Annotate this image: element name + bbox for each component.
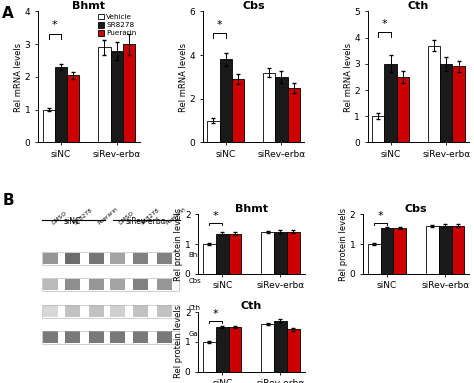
Bar — [67, 75, 79, 142]
Y-axis label: Rel mRNA levels: Rel mRNA levels — [179, 43, 188, 111]
Bar — [43, 110, 55, 142]
Text: Cth: Cth — [189, 305, 201, 311]
Bar — [232, 79, 244, 142]
Bar — [65, 331, 80, 343]
Bar — [42, 278, 179, 291]
Text: *: * — [382, 18, 387, 28]
Bar — [393, 228, 406, 274]
Text: SR8278: SR8278 — [140, 208, 161, 226]
Bar — [110, 305, 125, 317]
Text: *: * — [213, 211, 219, 221]
Bar — [261, 232, 274, 274]
Bar — [397, 77, 409, 142]
Bar — [287, 232, 300, 274]
Bar — [440, 64, 452, 142]
Bar — [274, 321, 287, 372]
Title: Bhmt: Bhmt — [73, 1, 105, 11]
Text: siRev-erbα: siRev-erbα — [126, 217, 166, 226]
Bar — [133, 331, 147, 343]
Title: Cbs: Cbs — [405, 204, 428, 214]
Y-axis label: Rel mRNA levels: Rel mRNA levels — [344, 43, 353, 111]
Bar — [42, 331, 179, 344]
Bar — [110, 278, 125, 290]
Bar — [263, 73, 275, 142]
Y-axis label: Rel protein levels: Rel protein levels — [339, 208, 348, 281]
Bar — [89, 252, 104, 264]
Bar — [428, 46, 440, 142]
Text: A: A — [2, 6, 14, 21]
Bar — [381, 228, 393, 274]
Title: Bhmt: Bhmt — [235, 204, 268, 214]
Text: Gapdh: Gapdh — [189, 331, 211, 337]
Bar — [123, 44, 135, 142]
Bar — [89, 278, 104, 290]
Bar — [110, 331, 125, 343]
Text: DMSO: DMSO — [51, 211, 68, 226]
Bar — [228, 327, 241, 372]
Bar — [203, 342, 216, 372]
Bar — [275, 77, 288, 142]
Bar — [156, 331, 172, 343]
Bar — [216, 234, 228, 274]
Text: Puerarin: Puerarin — [97, 206, 119, 226]
Bar — [216, 327, 228, 372]
Bar — [133, 305, 147, 317]
Bar — [156, 252, 172, 264]
Bar — [43, 252, 58, 264]
Title: Cbs: Cbs — [242, 1, 265, 11]
Bar — [65, 252, 80, 264]
Text: *: * — [52, 20, 58, 31]
Bar — [42, 305, 179, 318]
Bar — [368, 244, 381, 274]
Bar — [43, 331, 58, 343]
Bar — [156, 278, 172, 290]
Bar — [110, 252, 125, 264]
Bar — [372, 116, 384, 142]
Bar — [203, 244, 216, 274]
Bar — [426, 226, 439, 274]
Text: *: * — [213, 309, 219, 319]
Bar — [65, 278, 80, 290]
Text: SR8278: SR8278 — [73, 208, 94, 226]
Bar — [288, 88, 300, 142]
Text: *: * — [378, 211, 383, 221]
Bar — [261, 324, 274, 372]
Bar — [55, 67, 67, 142]
Y-axis label: Rel protein levels: Rel protein levels — [174, 305, 183, 378]
Text: siNC: siNC — [64, 217, 81, 226]
Text: B: B — [2, 193, 14, 208]
Bar — [207, 121, 219, 142]
Bar — [43, 278, 58, 290]
Text: Bhmt: Bhmt — [189, 252, 207, 258]
Bar — [110, 51, 123, 142]
Bar — [156, 305, 172, 317]
Legend: Vehicle, SR8278, Puerarin: Vehicle, SR8278, Puerarin — [96, 13, 138, 38]
Y-axis label: Rel protein levels: Rel protein levels — [174, 208, 183, 281]
Text: DMSO: DMSO — [118, 211, 135, 226]
Bar — [43, 305, 58, 317]
Text: Cbs: Cbs — [189, 278, 201, 284]
Bar — [219, 59, 232, 142]
Bar — [274, 232, 287, 274]
Y-axis label: Rel mRNA levels: Rel mRNA levels — [14, 43, 23, 111]
Bar — [89, 331, 104, 343]
Title: Cth: Cth — [241, 301, 262, 311]
Bar — [133, 278, 147, 290]
Text: *: * — [217, 20, 222, 30]
Bar — [65, 305, 80, 317]
Text: Puerarin: Puerarin — [164, 206, 187, 226]
Bar — [384, 64, 397, 142]
Bar — [42, 252, 179, 265]
Bar — [98, 47, 110, 142]
Title: Cth: Cth — [408, 1, 429, 11]
Bar — [133, 252, 147, 264]
Bar — [452, 226, 465, 274]
Bar — [287, 329, 300, 372]
Bar — [89, 305, 104, 317]
Bar — [452, 67, 465, 142]
Bar — [228, 234, 241, 274]
Bar — [439, 226, 452, 274]
